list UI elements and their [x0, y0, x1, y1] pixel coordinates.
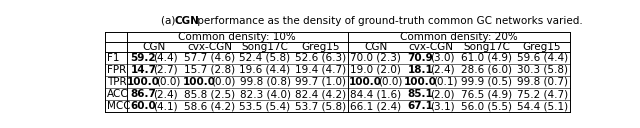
Text: 54.4 (5.1): 54.4 (5.1) — [516, 101, 568, 111]
Text: 19.4 (4.7): 19.4 (4.7) — [295, 65, 346, 75]
Text: Common density: 20%: Common density: 20% — [400, 32, 518, 42]
Text: 30.3 (5.8): 30.3 (5.8) — [516, 65, 568, 75]
Text: 66.1 (2.4): 66.1 (2.4) — [350, 101, 401, 111]
Text: 19.6 (4.4): 19.6 (4.4) — [239, 65, 291, 75]
Text: 14.7: 14.7 — [131, 65, 156, 75]
Text: F1: F1 — [107, 53, 120, 63]
Text: 100.0: 100.0 — [182, 77, 216, 87]
Text: 86.7: 86.7 — [131, 89, 156, 99]
Text: 60.0: 60.0 — [131, 101, 156, 111]
Text: (3.1): (3.1) — [430, 101, 455, 111]
Text: 99.7 (1.0): 99.7 (1.0) — [295, 77, 346, 87]
Text: 19.0 (2.0): 19.0 (2.0) — [351, 65, 401, 75]
Text: 15.7 (2.8): 15.7 (2.8) — [184, 65, 235, 75]
Text: 99.9 (0.5): 99.9 (0.5) — [461, 77, 512, 87]
Text: 100.0: 100.0 — [127, 77, 160, 87]
Text: (2.4): (2.4) — [430, 65, 455, 75]
Text: (4.4): (4.4) — [153, 53, 178, 63]
Text: 85.1: 85.1 — [408, 89, 433, 99]
Text: 57.7 (4.6): 57.7 (4.6) — [184, 53, 235, 63]
Text: Greg15: Greg15 — [301, 42, 340, 52]
Text: 82.3 (4.0): 82.3 (4.0) — [239, 89, 291, 99]
Text: 61.0 (4.9): 61.0 (4.9) — [461, 53, 512, 63]
Text: 100.0: 100.0 — [349, 77, 381, 87]
Text: MCC: MCC — [107, 101, 131, 111]
Text: 58.6 (4.2): 58.6 (4.2) — [184, 101, 235, 111]
Text: (3.0): (3.0) — [430, 53, 455, 63]
Text: Greg15: Greg15 — [523, 42, 561, 52]
Text: 18.1: 18.1 — [408, 65, 433, 75]
Text: (0.0): (0.0) — [156, 77, 180, 87]
Text: 28.6 (6.0): 28.6 (6.0) — [461, 65, 512, 75]
Text: 53.7 (5.8): 53.7 (5.8) — [295, 101, 346, 111]
Text: 99.8 (0.7): 99.8 (0.7) — [516, 77, 568, 87]
Text: 82.4 (4.2): 82.4 (4.2) — [295, 89, 346, 99]
Text: (a): (a) — [161, 16, 179, 26]
Text: (2.4): (2.4) — [153, 89, 178, 99]
Text: (0.0): (0.0) — [211, 77, 236, 87]
Text: 75.2 (4.7): 75.2 (4.7) — [516, 89, 568, 99]
Text: Common density: 10%: Common density: 10% — [179, 32, 296, 42]
Text: Song17C: Song17C — [463, 42, 510, 52]
Text: (4.1): (4.1) — [153, 101, 178, 111]
Text: 99.8 (0.8): 99.8 (0.8) — [239, 77, 291, 87]
Text: 76.5 (4.9): 76.5 (4.9) — [461, 89, 512, 99]
Text: 59.6 (4.4): 59.6 (4.4) — [516, 53, 568, 63]
Text: performance as the density of ground-truth common GC networks varied.: performance as the density of ground-tru… — [194, 16, 582, 26]
Text: CGN: CGN — [143, 42, 166, 52]
Text: cvx-CGN: cvx-CGN — [409, 42, 454, 52]
Text: TPR: TPR — [107, 77, 127, 87]
Text: (2.7): (2.7) — [153, 65, 178, 75]
Text: 85.8 (2.5): 85.8 (2.5) — [184, 89, 235, 99]
Text: 70.0 (2.3): 70.0 (2.3) — [351, 53, 401, 63]
Text: FPR: FPR — [107, 65, 126, 75]
Text: 56.0 (5.5): 56.0 (5.5) — [461, 101, 512, 111]
Text: 53.5 (5.4): 53.5 (5.4) — [239, 101, 291, 111]
Text: (0.1): (0.1) — [433, 77, 458, 87]
Text: 52.4 (5.8): 52.4 (5.8) — [239, 53, 291, 63]
Text: 84.4 (1.6): 84.4 (1.6) — [350, 89, 401, 99]
Text: 70.9: 70.9 — [408, 53, 433, 63]
Text: 59.2: 59.2 — [131, 53, 156, 63]
Text: Song17C: Song17C — [241, 42, 289, 52]
Text: cvx-CGN: cvx-CGN — [187, 42, 232, 52]
Text: ACC: ACC — [107, 89, 129, 99]
Text: (0.0): (0.0) — [378, 77, 402, 87]
Text: CGN: CGN — [175, 16, 200, 26]
Text: 67.1: 67.1 — [408, 101, 433, 111]
Text: (2.0): (2.0) — [430, 89, 455, 99]
Text: CGN: CGN — [364, 42, 387, 52]
Text: 52.6 (6.3): 52.6 (6.3) — [295, 53, 346, 63]
Text: 100.0: 100.0 — [404, 77, 437, 87]
